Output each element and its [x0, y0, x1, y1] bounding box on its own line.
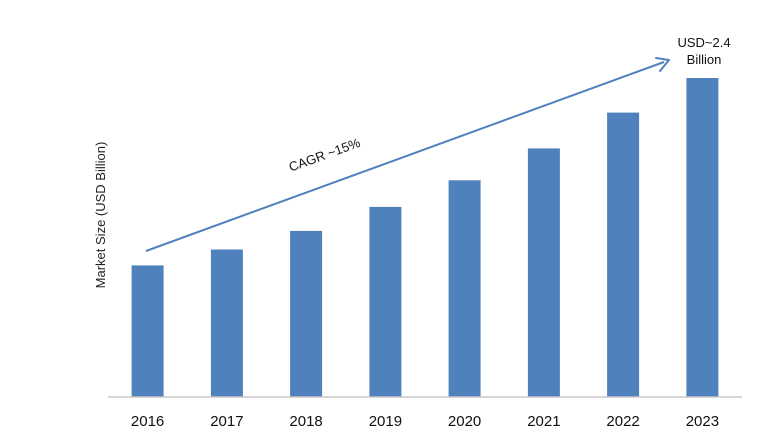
cagr-annotation: CAGR ~15% [287, 135, 363, 175]
x-tick-label-2022: 2022 [606, 413, 639, 430]
bar-2017 [210, 249, 243, 397]
x-tick-label-2019: 2019 [369, 413, 402, 430]
bars-group [131, 78, 719, 397]
bar-2020 [448, 180, 481, 397]
x-tick-labels: 2016 2017 2018 2019 2020 2021 2022 2023 [131, 413, 719, 430]
bar-2022 [607, 112, 640, 397]
growth-arrow-shaft [145, 61, 665, 252]
growth-arrow-head [655, 57, 670, 72]
bar-2018 [290, 230, 323, 397]
x-tick-label-2020: 2020 [448, 413, 481, 430]
x-tick-label-2016: 2016 [131, 413, 164, 430]
end-value-annotation-line1: USD~2.4 [677, 35, 730, 50]
x-tick-label-2023: 2023 [686, 413, 719, 430]
x-tick-label-2017: 2017 [210, 413, 243, 430]
bar-2021 [527, 148, 560, 397]
y-axis-title: Market Size (USD Billion) [93, 142, 108, 289]
bar-2023 [686, 78, 719, 397]
growth-arrow [145, 57, 670, 252]
x-tick-label-2018: 2018 [289, 413, 322, 430]
end-value-annotation-line2: Billion [687, 52, 722, 67]
bar-2016 [131, 265, 164, 397]
bar-2019 [369, 206, 402, 397]
x-tick-label-2021: 2021 [527, 413, 560, 430]
